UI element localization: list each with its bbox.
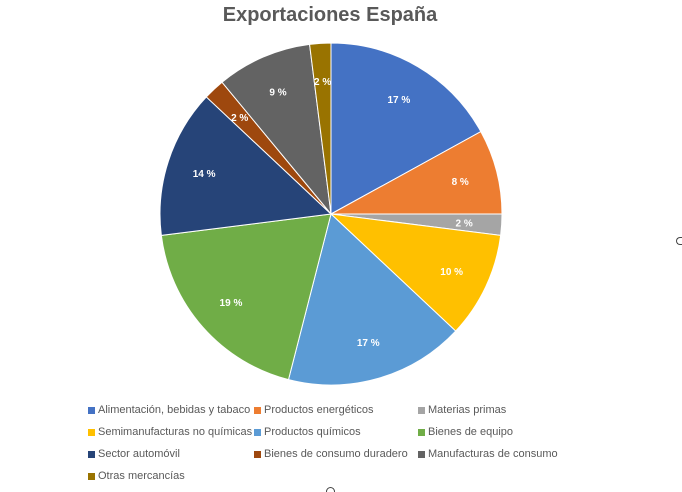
data-label-manufacturas-de-consumo: 9 % <box>269 88 286 99</box>
resize-handle-bottom[interactable] <box>326 487 335 492</box>
legend-item-materias-primas: Materias primas <box>418 401 506 419</box>
pie-slice-semimanufacturas-no-quimicas[interactable] <box>329 213 502 332</box>
pie-slice-bienes-de-equipo[interactable] <box>160 213 332 381</box>
data-label-otras-mercancias: 2 % <box>314 77 331 88</box>
legend-item-sector-automovil: Sector automóvil <box>88 445 180 463</box>
legend-item-productos-energeticos: Productos energéticos <box>254 401 373 419</box>
data-label-bienes-de-consumo-duradero: 2 % <box>231 113 248 124</box>
legend-swatch <box>88 472 95 480</box>
pie-slice-manufacturas-de-consumo[interactable] <box>221 43 332 216</box>
legend-swatch <box>254 450 261 458</box>
legend-label: Otras mercancías <box>98 470 185 482</box>
legend-swatch <box>418 450 425 458</box>
pie-slice-productos-quimicos[interactable] <box>287 213 457 386</box>
pie-slice-alimentacion-bebidas-y-tabaco[interactable] <box>330 42 482 215</box>
data-label-alimentacion-bebidas-y-tabaco: 17 % <box>387 95 410 106</box>
legend-item-bienes-de-equipo: Bienes de equipo <box>418 423 513 441</box>
legend-swatch <box>254 406 261 414</box>
pie-slice-otras-mercancias[interactable] <box>309 42 332 215</box>
legend-label: Semimanufacturas no químicas <box>98 426 253 438</box>
legend-swatch <box>418 428 425 436</box>
legend-label: Alimentación, bebidas y tabaco <box>98 404 251 416</box>
legend-item-manufacturas-de-consumo: Manufacturas de consumo <box>418 445 558 463</box>
legend-label: Productos energéticos <box>264 404 374 416</box>
data-label-productos-quimicos: 17 % <box>357 338 380 349</box>
legend-item-bienes-de-consumo-duradero: Bienes de consumo duradero <box>254 445 408 463</box>
legend-label: Productos químicos <box>264 426 361 438</box>
chart-title: Exportaciones España <box>222 4 438 26</box>
legend-swatch <box>88 450 95 458</box>
data-label-sector-automovil: 14 % <box>193 169 216 180</box>
pie-slice-sector-automovil[interactable] <box>159 96 333 236</box>
legend-item-alimentacion-bebidas-y-tabaco: Alimentación, bebidas y tabaco <box>88 401 250 419</box>
legend-swatch <box>254 428 261 436</box>
legend-label: Manufacturas de consumo <box>428 448 558 460</box>
legend-item-otras-mercancias: Otras mercancías <box>88 467 185 485</box>
data-label-productos-energeticos: 8 % <box>452 177 469 188</box>
data-label-bienes-de-equipo: 19 % <box>220 298 243 309</box>
legend-item-semimanufacturas-no-quimicas: Semimanufacturas no químicas <box>88 423 252 441</box>
legend-label: Bienes de equipo <box>428 426 514 438</box>
legend-swatch <box>88 406 95 414</box>
legend-item-productos-quimicos: Productos químicos <box>254 423 361 441</box>
data-label-materias-primas: 2 % <box>455 218 472 229</box>
legend-label: Materias primas <box>428 404 507 416</box>
legend: Alimentación, bebidas y tabaco Productos … <box>82 398 582 490</box>
pie-chart: 17 % 8 % 2 % 10 % 17 % 19 % 14 % 2 % 9 % 2 % <box>159 42 503 386</box>
resize-handle-right[interactable] <box>676 237 682 245</box>
legend-label: Sector automóvil <box>98 448 180 460</box>
data-label-semimanufacturas-no-quimicas: 10 % <box>440 267 463 278</box>
legend-swatch <box>88 428 95 436</box>
legend-label: Bienes de consumo duradero <box>264 448 408 460</box>
legend-swatch <box>418 406 425 414</box>
